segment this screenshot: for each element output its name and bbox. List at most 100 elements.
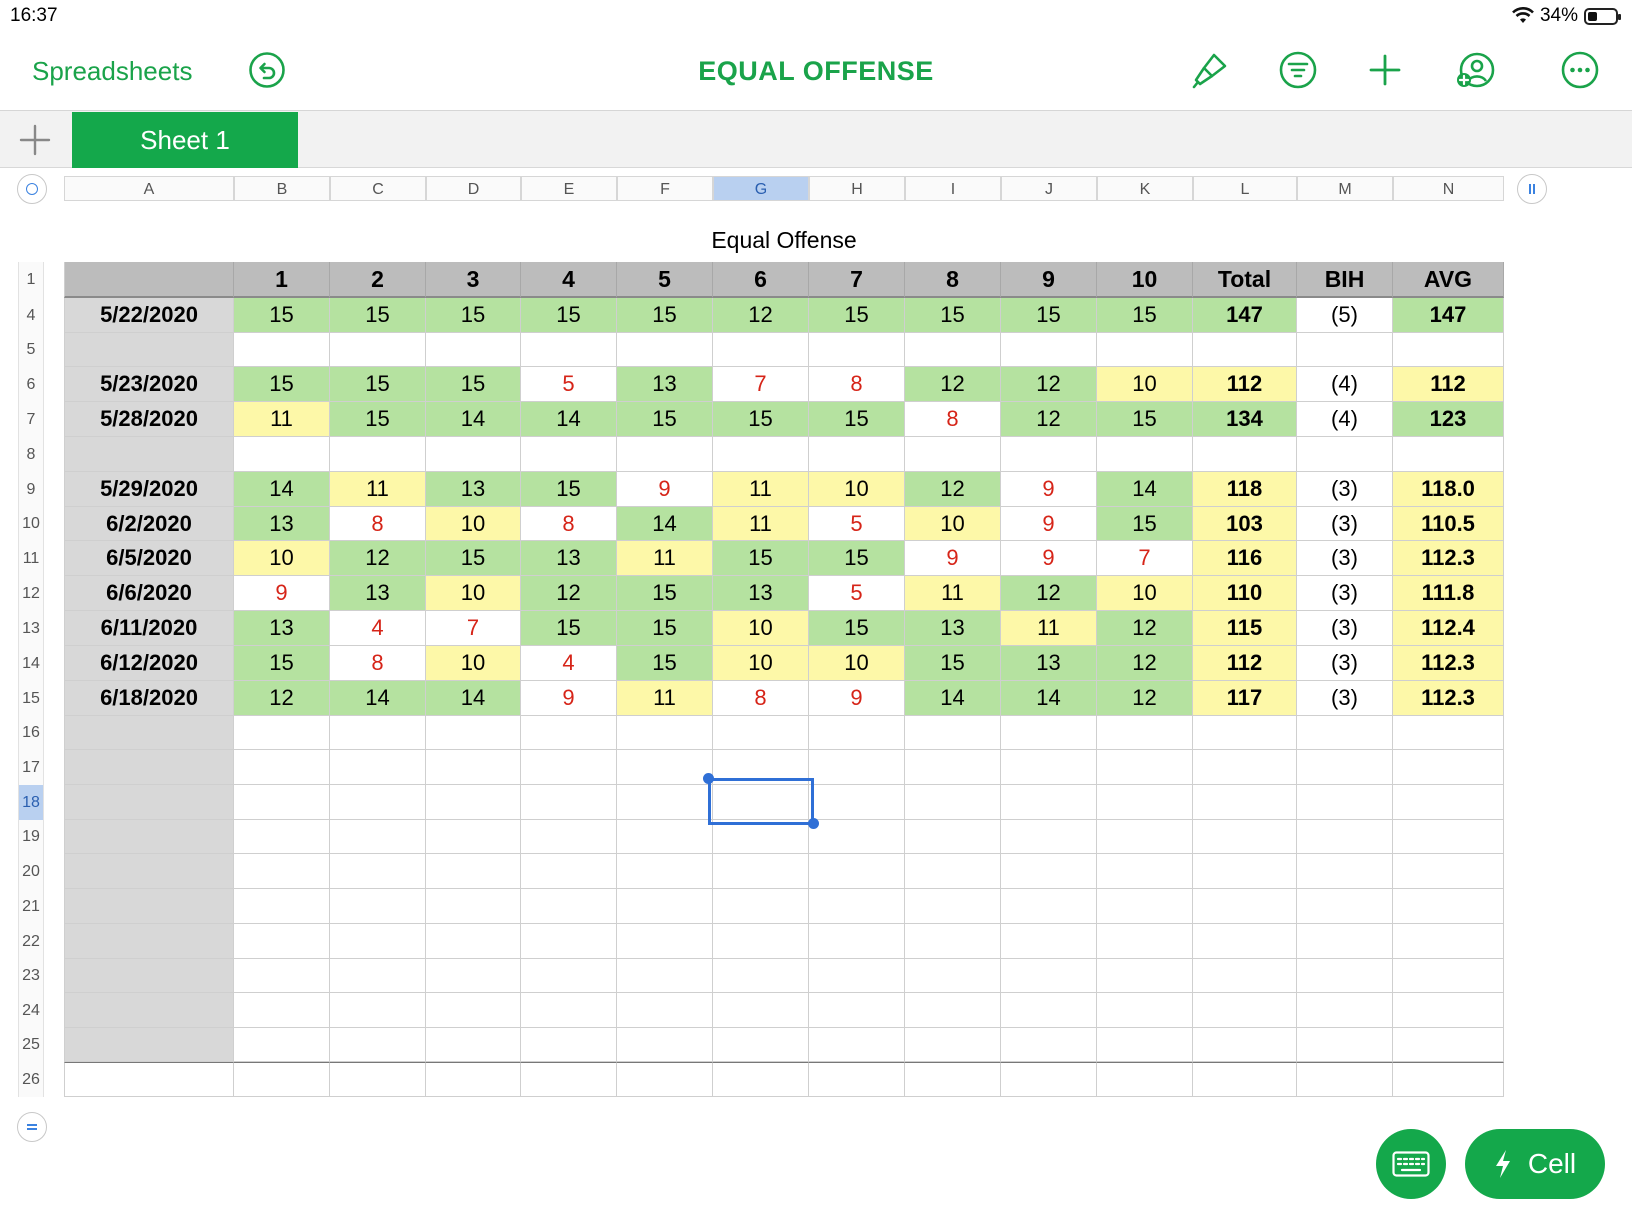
table-cell[interactable]: [809, 1028, 905, 1062]
table-cell[interactable]: 12: [1097, 611, 1193, 646]
column-resize-handle[interactable]: [1517, 174, 1547, 204]
table-cell[interactable]: (3): [1297, 507, 1393, 541]
table-cell[interactable]: [1297, 437, 1393, 472]
column-header-g[interactable]: G: [713, 176, 809, 201]
table-cell[interactable]: 11: [905, 576, 1001, 611]
table-cell[interactable]: 134: [1193, 402, 1297, 437]
row-header-5[interactable]: 5: [18, 333, 44, 367]
table-cell[interactable]: [521, 854, 617, 889]
table-cell[interactable]: [1097, 333, 1193, 367]
table-cell[interactable]: [426, 716, 521, 750]
row-label-cell[interactable]: 6/11/2020: [64, 611, 234, 646]
table-cell[interactable]: [1001, 1062, 1097, 1097]
table-cell[interactable]: 110.5: [1393, 507, 1504, 541]
table-cell[interactable]: 12: [330, 541, 426, 576]
table-cell[interactable]: 11: [713, 472, 809, 507]
table-cell[interactable]: 9: [1001, 507, 1097, 541]
table-cell[interactable]: 15: [617, 298, 713, 333]
table-cell[interactable]: [713, 1028, 809, 1062]
row-label-cell[interactable]: [64, 889, 234, 924]
table-cell[interactable]: 14: [905, 681, 1001, 716]
table-cell[interactable]: [521, 333, 617, 367]
row-label-cell[interactable]: [64, 437, 234, 472]
table-cell[interactable]: 15: [617, 402, 713, 437]
table-cell[interactable]: [330, 1062, 426, 1097]
table-cell[interactable]: [713, 333, 809, 367]
table-cell[interactable]: [1193, 820, 1297, 854]
table-cell[interactable]: [713, 437, 809, 472]
table-cell[interactable]: 112: [1393, 367, 1504, 402]
table-cell[interactable]: [1193, 959, 1297, 993]
table-cell[interactable]: [617, 924, 713, 959]
table-cell[interactable]: [234, 716, 330, 750]
table-cell[interactable]: 10: [713, 611, 809, 646]
table-cell[interactable]: 15: [617, 611, 713, 646]
table-cell[interactable]: [330, 785, 426, 820]
table-cell[interactable]: [1001, 889, 1097, 924]
select-table-handle[interactable]: [17, 174, 47, 204]
table-cell[interactable]: [1001, 959, 1097, 993]
table-cell[interactable]: [1001, 1028, 1097, 1062]
table-cell[interactable]: [1097, 889, 1193, 924]
table-cell[interactable]: 14: [521, 402, 617, 437]
table-cell[interactable]: [1297, 1062, 1393, 1097]
table-cell[interactable]: [1097, 993, 1193, 1028]
table-cell[interactable]: 10: [1097, 576, 1193, 611]
row-label-cell[interactable]: 6/5/2020: [64, 541, 234, 576]
table-cell[interactable]: 15: [617, 646, 713, 681]
table-cell[interactable]: 117: [1193, 681, 1297, 716]
header-cell[interactable]: Total: [1193, 262, 1297, 298]
table-cell[interactable]: [713, 820, 809, 854]
format-brush-icon[interactable]: [1190, 50, 1230, 90]
table-cell[interactable]: [1001, 716, 1097, 750]
row-header-8[interactable]: 8: [18, 437, 44, 472]
table-cell[interactable]: 9: [1001, 541, 1097, 576]
table-cell[interactable]: [1193, 716, 1297, 750]
table-cell[interactable]: [1297, 854, 1393, 889]
table-cell[interactable]: [330, 750, 426, 785]
table-cell[interactable]: 13: [234, 611, 330, 646]
table-cell[interactable]: [1001, 993, 1097, 1028]
table-cell[interactable]: [1193, 437, 1297, 472]
table-cell[interactable]: [713, 716, 809, 750]
table-cell[interactable]: (3): [1297, 472, 1393, 507]
table-cell[interactable]: [1193, 785, 1297, 820]
row-label-cell[interactable]: 6/6/2020: [64, 576, 234, 611]
table-cell[interactable]: [426, 854, 521, 889]
table-cell[interactable]: [713, 993, 809, 1028]
table-cell[interactable]: [234, 437, 330, 472]
table-cell[interactable]: 8: [713, 681, 809, 716]
row-header-24[interactable]: 24: [18, 993, 44, 1028]
row-header-9[interactable]: 9: [18, 472, 44, 507]
table-cell[interactable]: [234, 959, 330, 993]
table-cell[interactable]: 15: [426, 298, 521, 333]
table-cell[interactable]: (3): [1297, 681, 1393, 716]
table-cell[interactable]: [330, 854, 426, 889]
table-cell[interactable]: 15: [1097, 402, 1193, 437]
undo-icon[interactable]: [248, 51, 286, 89]
row-label-cell[interactable]: [64, 716, 234, 750]
table-cell[interactable]: 7: [426, 611, 521, 646]
header-cell[interactable]: 6: [713, 262, 809, 298]
table-cell[interactable]: 15: [521, 611, 617, 646]
table-cell[interactable]: [330, 959, 426, 993]
table-cell[interactable]: [330, 820, 426, 854]
table-cell[interactable]: 15: [521, 472, 617, 507]
row-header-14[interactable]: 14: [18, 646, 44, 681]
table-cell[interactable]: [426, 1028, 521, 1062]
table-cell[interactable]: [521, 750, 617, 785]
table-cell[interactable]: [1297, 889, 1393, 924]
table-cell[interactable]: [617, 716, 713, 750]
table-cell[interactable]: [521, 1062, 617, 1097]
header-cell[interactable]: BIH: [1297, 262, 1393, 298]
table-cell[interactable]: [713, 889, 809, 924]
table-cell[interactable]: 10: [905, 507, 1001, 541]
column-header-k[interactable]: K: [1097, 176, 1193, 201]
row-header-1[interactable]: 1: [18, 262, 44, 298]
table-cell[interactable]: 15: [330, 298, 426, 333]
table-cell[interactable]: [330, 437, 426, 472]
row-header-16[interactable]: 16: [18, 716, 44, 750]
table-cell[interactable]: [1193, 924, 1297, 959]
table-cell[interactable]: 8: [330, 507, 426, 541]
row-header-12[interactable]: 12: [18, 576, 44, 611]
